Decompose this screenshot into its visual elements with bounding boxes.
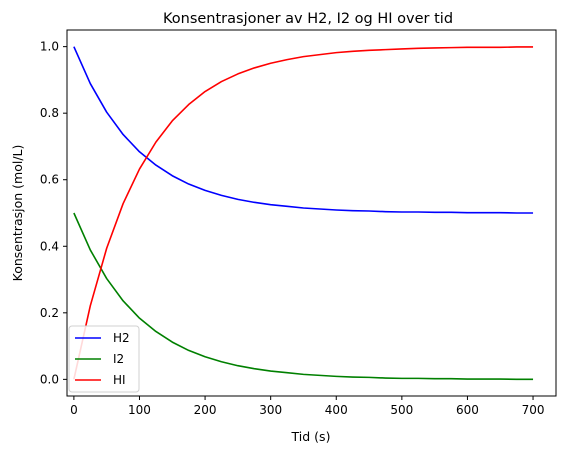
series-layer: [73, 46, 534, 381]
x-axis: 0 100 200 300 400 500 600 700: [70, 396, 544, 417]
y-tick-label: 0.2: [40, 306, 59, 320]
x-tick-label: 300: [259, 403, 282, 417]
plot-frame: [66, 29, 557, 397]
legend-label-h2: H2: [113, 331, 130, 345]
y-tick-label: 1.0: [40, 40, 59, 54]
y-tick-label: 0.6: [40, 173, 59, 187]
series-line-i2: [73, 212, 534, 381]
series-line-h2: [73, 46, 534, 214]
x-tick-label: 100: [128, 403, 151, 417]
legend-label-hi: HI: [113, 373, 126, 387]
x-tick-label: 700: [522, 403, 545, 417]
x-tick-label: 0: [70, 403, 78, 417]
x-axis-label: Tid (s): [291, 429, 331, 444]
y-axis: 0.0 0.2 0.4 0.6 0.8 1.0: [40, 40, 67, 386]
legend-box: [68, 325, 140, 393]
y-tick-label: 0.4: [40, 239, 59, 253]
x-tick-label: 200: [194, 403, 217, 417]
legend: H2 I2 HI: [68, 325, 140, 393]
y-tick-label: 0.0: [40, 372, 59, 386]
x-tick-label: 600: [456, 403, 479, 417]
x-tick-label: 500: [390, 403, 413, 417]
plot-area: [66, 29, 557, 397]
x-tick-label: 400: [325, 403, 348, 417]
chart-title: Konsentrasjoner av H2, I2 og HI over tid: [163, 11, 453, 27]
y-axis-label: Konsentrasjon (mol/L): [10, 145, 25, 282]
series-line-hi: [73, 46, 534, 380]
y-tick-label: 0.8: [40, 106, 59, 120]
legend-label-i2: I2: [113, 352, 124, 366]
